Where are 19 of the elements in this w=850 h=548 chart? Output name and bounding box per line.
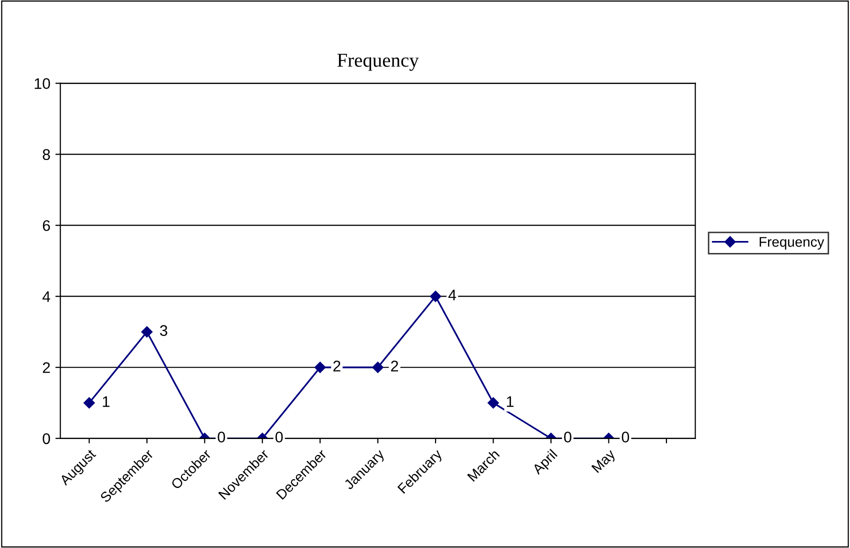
x-tick-label: May	[591, 448, 618, 476]
data-label: 2	[333, 360, 340, 372]
data-label: 3	[160, 325, 168, 336]
y-tick-label: 0	[42, 433, 50, 444]
data-label: 1	[506, 396, 514, 407]
y-tick-label: 8	[42, 149, 50, 160]
y-tick-label: 6	[42, 220, 50, 232]
data-label: 0	[218, 432, 226, 442]
data-label: 1	[102, 396, 110, 407]
data-label: 0	[275, 432, 283, 442]
data-label: 2	[391, 360, 398, 372]
chart-title: Frequency	[337, 54, 419, 71]
data-label: 4	[448, 290, 456, 300]
data-label: 0	[564, 432, 572, 442]
y-tick-label: 2	[42, 362, 50, 373]
legend-label: Frequency	[760, 237, 824, 250]
y-tick-label: 4	[42, 291, 50, 302]
data-label: 0	[622, 432, 630, 442]
y-tick-label: 10	[34, 78, 50, 89]
